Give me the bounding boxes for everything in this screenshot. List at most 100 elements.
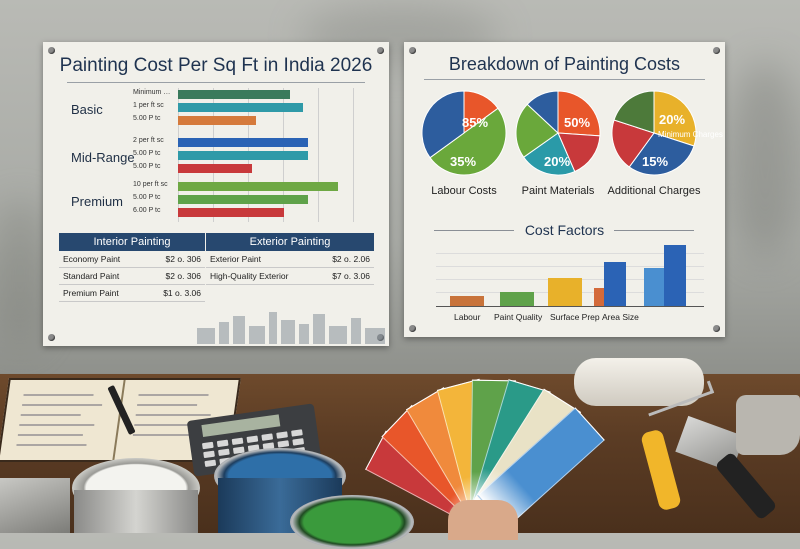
item-name: Premium Paint [59,284,145,302]
calculator-key [276,431,288,439]
item-price: $2 o. 306 [144,251,205,268]
cost-bar [178,116,256,125]
handwriting [16,380,211,460]
pie-label: Paint Materials [521,185,595,197]
pin [48,47,55,54]
cost-factor-label: Area Size [602,312,639,322]
tier-label-basic: Basic [71,102,103,117]
poster-title: Painting Cost Per Sq Ft in India 2026 [59,55,373,76]
bar-tag: 2 per ft sc [133,137,164,144]
pie-small-label: Minimum Charges [658,130,723,139]
pin [409,325,416,332]
pie-slice [526,90,559,135]
pie-slice [557,132,601,173]
calculator-key [291,429,303,437]
calculator-key [277,440,290,448]
calculator-key [246,435,259,443]
interior-header: Interior Painting [59,233,205,251]
calculator-key [231,437,244,446]
cost-factors-rule-right [614,230,694,231]
bar-tag: 5.00 P tc [133,163,161,170]
title-rule [424,79,705,80]
paint-roller [574,358,704,406]
pin [713,47,720,54]
item-price: $7 o. 3.06 [315,267,374,285]
exterior-row: High-Quality Exterior $7 o. 3.06 [206,267,374,285]
poster-cost-breakdown: Breakdown of Painting Costs 85% 35% Labour… [404,42,725,337]
city-skyline [197,312,385,344]
calculator-key [204,459,217,468]
poster-cost-per-sq-ft: Painting Cost Per Sq Ft in India 2026 Ba… [43,42,389,346]
cost-factor-bar [664,245,686,306]
calculator-key [218,448,230,457]
pie-slice [522,132,576,176]
wall-stain [0,200,50,350]
pie-percent-label: 50% [564,115,591,130]
pie-slice [429,107,507,176]
item-price: $2 o. 306 [144,267,205,285]
cost-factor-bar [594,288,604,306]
bar-tag: 5.00 P tc [133,194,161,201]
bar-tag: 5.00 P tc [133,150,161,157]
cost-bar [178,103,303,112]
bar-tag: Minimum … [133,89,171,96]
calculator-key [261,433,274,441]
item-name: High-Quality Exterior [206,267,316,285]
pie-slice [611,119,655,168]
paint-can-green [290,495,414,549]
bar-tag: 6.00 P tc [133,207,161,214]
pie-percent-label: 20% [544,154,571,169]
cost-factors-title: Cost Factors [524,222,605,238]
paint-tray [0,478,70,533]
pie-percent-label: 20% [659,112,686,127]
cost-factor-bar [644,268,666,306]
cost-factor-bar [500,292,534,306]
cost-bar [178,151,308,160]
pie-percent-label: 85% [462,115,489,130]
pin [48,334,55,341]
title-rule [67,82,365,83]
tier-label-premium: Premium [71,194,124,209]
grid-line [436,253,704,254]
cloth [736,395,800,455]
cost-bar [178,90,290,99]
item-price: $2 o. 2.06 [315,251,374,268]
pie-slice [628,132,695,176]
interior-row: Standard Paint $2 o. 306 [59,267,205,285]
interior-row: Economy Paint $2 o. 306 [59,251,205,268]
pin [713,325,720,332]
cost-bar [178,164,252,173]
cost-factor-bar [604,262,626,306]
pie-charts [421,90,697,176]
interior-row: Premium Paint $1 o. 3.06 [59,284,205,302]
pin [409,47,416,54]
pie-label: Additional Charges [607,185,701,197]
exterior-header: Exterior Painting [206,233,374,251]
cost-factors-rule-left [434,230,514,231]
cost-bar [178,208,284,217]
exterior-row: Exterior Paint $2 o. 2.06 [206,251,374,268]
pie-percent-label: 35% [450,154,477,169]
pie-slice [557,90,601,137]
item-name: Economy Paint [59,251,145,268]
item-name: Exterior Paint [206,251,316,268]
paint-can-body [74,490,198,533]
pie-slice [515,103,559,158]
cost-factor-label: Paint Quality [494,312,543,322]
calculator-key [216,439,229,448]
wall-stain [730,60,800,260]
poster-title: Breakdown of Painting Costs [448,54,681,74]
pie-slice [653,90,697,147]
cost-factor-bar [450,296,484,306]
cost-factors-chart [436,240,704,307]
calculator-key [201,441,214,450]
pie-slice [613,90,655,134]
tier-label-mid-range: Mid-Range [71,150,135,165]
open-notebook [0,378,241,462]
pie-slice [421,90,465,159]
cost-bar [178,195,308,204]
cost-factor-bar [548,278,582,306]
pin [377,47,384,54]
bar-tag: 10 per ft sc [133,181,168,188]
bar-tag: 5.00 P tc [133,115,161,122]
